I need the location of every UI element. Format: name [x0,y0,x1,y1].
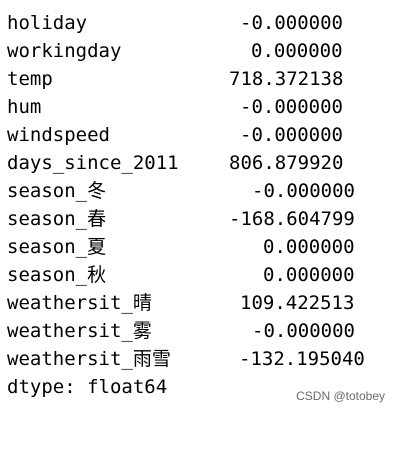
series-row-season-summer: season_夏 0.000000 [7,233,355,261]
series-value: 0.000000 [263,264,355,286]
series-value: 109.422513 [240,292,355,314]
series-row-temp: temp 718.372138 [7,65,343,93]
series-index-label: windspeed [7,124,110,146]
series-index-label: hum [7,96,42,118]
series-row-hum: hum -0.000000 [7,93,343,121]
series-index-label: days_since_2011 [7,152,179,174]
series-output: holiday -0.000000 workingday 0.000000 te… [7,9,365,401]
series-index-label: season_冬 [7,180,107,202]
series-row-weathersit-fog: weathersit_雾 -0.000000 [7,317,355,345]
series-row-weathersit-rain-snow: weathersit_雨雪 -132.195040 [7,345,365,373]
series-value: -168.604799 [229,208,355,230]
series-value: 0.000000 [251,40,343,62]
series-row-season-winter: season_冬 -0.000000 [7,177,355,205]
series-value: -0.000000 [240,12,343,34]
series-index-label: season_秋 [7,264,107,286]
series-value: -0.000000 [252,320,355,342]
watermark: CSDN @totobey [296,389,385,403]
series-row-season-spring: season_春 -168.604799 [7,205,355,233]
dtype-line: dtype: float64 [7,376,168,398]
series-row-days-since-2011: days_since_2011 806.879920 [7,149,343,177]
series-value: 718.372138 [229,68,344,90]
series-row-windspeed: windspeed -0.000000 [7,121,343,149]
series-index-label: workingday [7,40,122,62]
series-value: -132.195040 [239,348,365,370]
series-index-label: weathersit_雨雪 [7,348,171,370]
series-row-holiday: holiday -0.000000 [7,9,343,37]
series-index-label: temp [7,68,53,90]
series-index-label: weathersit_雾 [7,320,152,342]
series-value: 0.000000 [263,236,355,258]
series-value: 806.879920 [229,152,344,174]
series-value: -0.000000 [252,180,355,202]
series-value: -0.000000 [240,96,343,118]
series-index-label: season_夏 [7,236,107,258]
series-row-workingday: workingday 0.000000 [7,37,343,65]
series-index-label: season_春 [7,208,107,230]
series-index-label: weathersit_晴 [7,292,152,314]
series-row-weathersit-sunny: weathersit_晴 109.422513 [7,289,354,317]
series-value: -0.000000 [240,124,343,146]
series-row-season-autumn: season_秋 0.000000 [7,261,355,289]
series-index-label: holiday [7,12,88,34]
